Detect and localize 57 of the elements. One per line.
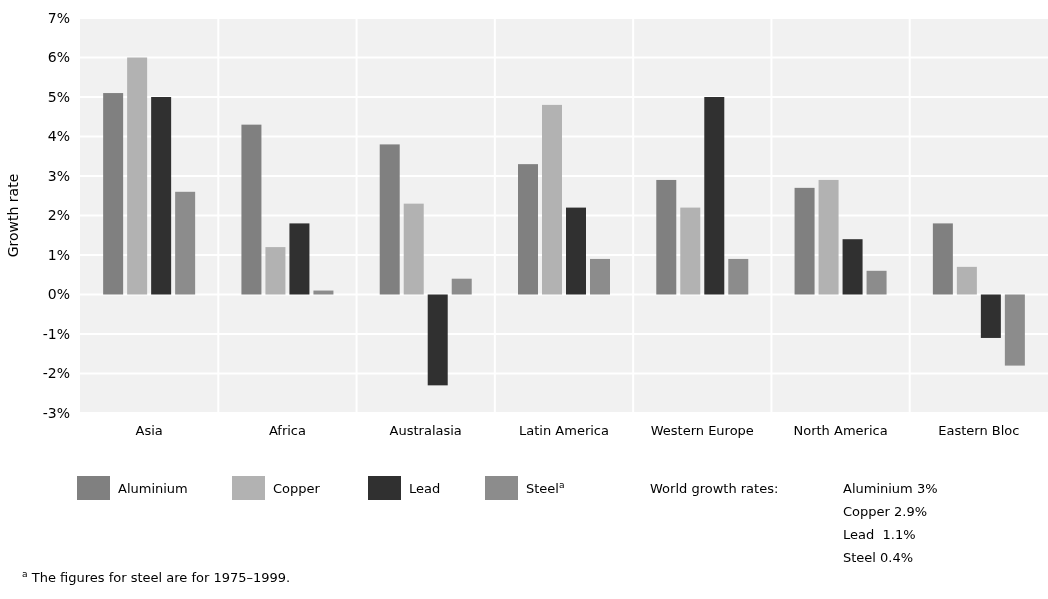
y-tick-label: 5% (47, 88, 70, 105)
y-tick-label: 3% (47, 167, 70, 184)
y-tick-label: -1% (42, 325, 70, 342)
bar (680, 207, 701, 295)
x-tick-label: Africa (268, 423, 306, 438)
legend-label: Lead (409, 481, 441, 496)
bar (103, 93, 124, 295)
y-tick-label: 2% (47, 207, 70, 224)
bar (265, 247, 286, 295)
bar (794, 187, 815, 295)
y-tick-label: 4% (47, 128, 70, 145)
bar (175, 191, 196, 295)
text: Lead 1.1% (843, 527, 916, 542)
bar (127, 57, 148, 295)
bar (1004, 294, 1025, 366)
y-tick-label: -3% (42, 404, 70, 421)
legend-label: Copper (273, 481, 321, 496)
text: $^{a}$ The figures for steel are for 1975–1999. (22, 569, 291, 585)
bar (566, 207, 586, 295)
x-tick-label: Australasia (389, 423, 462, 438)
bar (842, 239, 863, 295)
bar (518, 164, 538, 295)
bar (542, 104, 562, 295)
bar (151, 97, 172, 295)
bar (379, 144, 400, 295)
x-tick-label: Western Europe (650, 423, 754, 438)
bar (728, 258, 749, 295)
legend-label: Steel$^{a}$ (526, 480, 565, 496)
y-tick-label: -2% (42, 365, 70, 382)
x-tick-label: Asia (135, 423, 163, 438)
bar (241, 124, 262, 295)
text: World growth rates: (650, 481, 779, 496)
text: Aluminium 3% (843, 481, 938, 496)
text: Copper 2.9% (843, 504, 928, 519)
bar (704, 97, 725, 295)
bar (289, 223, 310, 295)
text: Steel 0.4% (843, 550, 914, 565)
bar (403, 203, 424, 295)
y-axis-title: Growth rate (5, 173, 21, 258)
bar (427, 294, 448, 386)
y-tick-label: 6% (47, 49, 70, 66)
bar (313, 290, 334, 295)
legend-label: Aluminium (118, 481, 188, 496)
y-tick-label: 1% (47, 246, 70, 263)
bar (451, 278, 472, 295)
bar (980, 294, 1001, 338)
bar (932, 223, 953, 295)
x-tick-label: Latin America (519, 423, 609, 438)
x-tick-label: Eastern Bloc (938, 423, 1020, 438)
bar (656, 179, 677, 295)
x-tick-label: North America (793, 423, 888, 438)
y-tick-label: 7% (47, 9, 70, 26)
bar (956, 266, 977, 295)
bar (590, 258, 610, 295)
bar (866, 270, 887, 295)
bar (818, 179, 839, 295)
y-tick-label: 0% (47, 286, 70, 303)
